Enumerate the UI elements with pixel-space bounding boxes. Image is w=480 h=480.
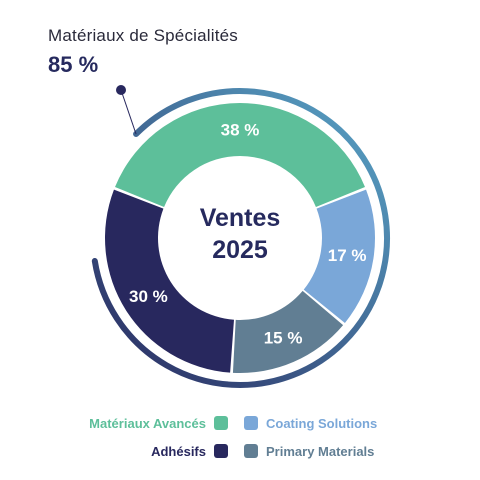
slice-materiaux-avances <box>115 103 365 208</box>
donut-chart: 38 % 17 % 15 % 30 % Ventes 2025 <box>91 85 390 388</box>
leader-dot <box>116 85 126 95</box>
legend-swatch <box>214 416 228 430</box>
legend-label: Primary Materials <box>266 443 375 459</box>
header-label: Matériaux de Spécialités <box>48 26 239 45</box>
leader-line <box>120 89 137 135</box>
legend-label: Adhésifs <box>151 443 206 459</box>
outer-progress-arc <box>91 88 390 388</box>
center-text-line-1: Ventes <box>200 204 281 232</box>
slice-primary-materials <box>232 290 344 373</box>
legend-swatch <box>244 444 258 458</box>
legend-item-adhesifs: Adhésifs <box>151 441 228 461</box>
chart-header: Matériaux de Spécialités 85 % <box>48 26 238 78</box>
legend-swatch <box>244 416 258 430</box>
legend-item-coating-solutions: Coating Solutions <box>244 413 377 433</box>
legend-label: Matériaux Avancés <box>89 415 206 431</box>
slice-label-coating-solutions: 17 % <box>328 246 367 265</box>
legend-swatch <box>214 444 228 458</box>
legend-label: Coating Solutions <box>266 415 378 431</box>
center-text-line-2: 2025 <box>212 236 268 264</box>
slice-label-adhesifs: 30 % <box>129 287 168 306</box>
header-value: 85 % <box>48 52 99 77</box>
slice-coating-solutions <box>303 189 375 323</box>
chart-legend: Matériaux Avancés Coating Solutions Adhé… <box>0 413 480 469</box>
slice-adhesifs <box>104 189 234 373</box>
slice-label-primary-materials: 15 % <box>264 329 303 348</box>
legend-item-primary-materials: Primary Materials <box>244 441 374 461</box>
legend-item-materiaux-avances: Matériaux Avancés <box>89 413 228 433</box>
slice-label-materiaux-avances: 38 % <box>221 121 260 140</box>
